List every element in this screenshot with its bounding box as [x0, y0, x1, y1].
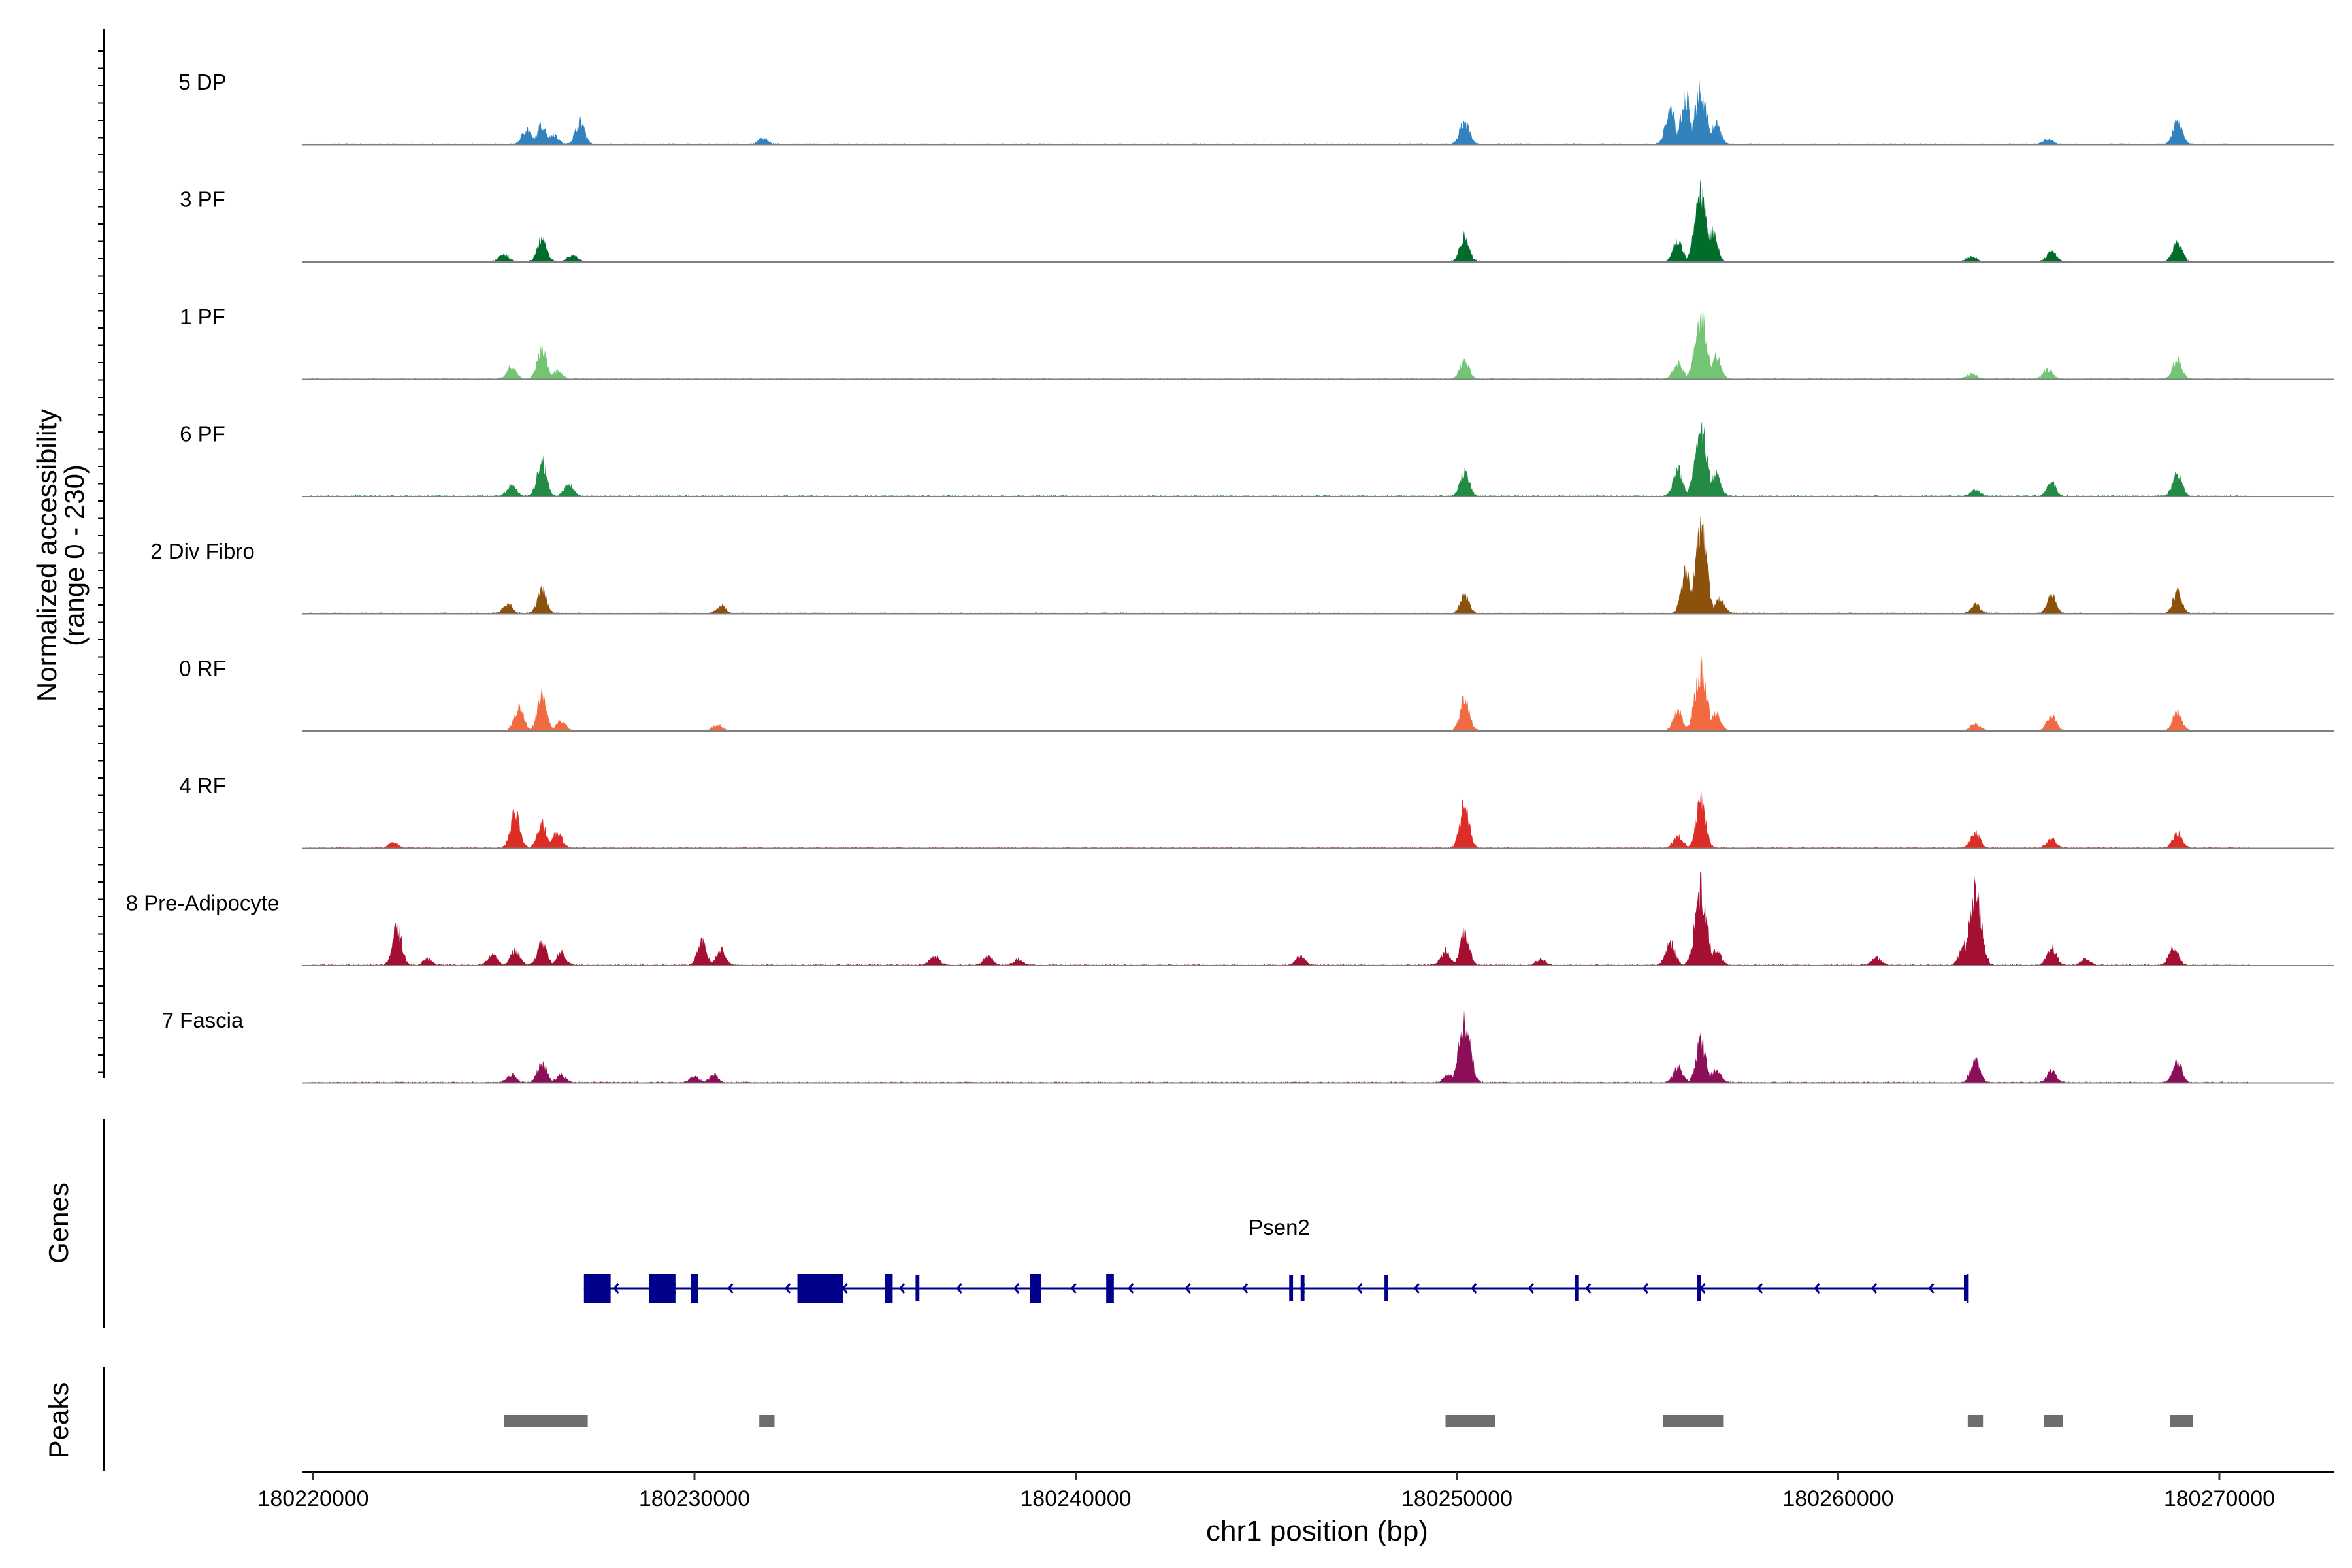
strand-arrow-icon: [785, 1283, 791, 1294]
coverage-area: [309, 791, 2250, 849]
coverage-area: [309, 655, 2250, 731]
coverage-area: [309, 80, 2250, 145]
peak-region: [1445, 1415, 1495, 1427]
strand-arrow-icon: [1413, 1283, 1420, 1294]
track-label: 3 PF: [180, 188, 225, 212]
track-8-pre-adipocyte: 8 Pre-Adipocyte: [126, 872, 2334, 966]
x-axis-title: chr1 position (bp): [1206, 1515, 1428, 1547]
strand-arrow-icon: [1642, 1283, 1649, 1294]
track-label: 1 PF: [180, 304, 225, 329]
track-6-pf: 6 PF: [180, 421, 2334, 497]
x-tick-label: 180240000: [1020, 1486, 1131, 1511]
track-label: 7 Fascia: [162, 1008, 244, 1032]
coverage-area: [309, 178, 2250, 262]
coverage-area: [309, 421, 2250, 497]
x-tick-label: 180220000: [257, 1486, 368, 1511]
peak-region: [1663, 1415, 1724, 1427]
peak-region: [759, 1415, 775, 1427]
track-2-div-fibro: 2 Div Fibro: [150, 513, 2334, 615]
gene-exon: [1964, 1275, 1968, 1301]
x-tick-label: 180230000: [639, 1486, 750, 1511]
strand-arrow-icon: [1585, 1283, 1592, 1294]
x-tick-label: 180250000: [1401, 1486, 1512, 1511]
strand-arrow-icon: [1070, 1283, 1077, 1294]
coverage-area: [309, 872, 2250, 966]
x-tick-label: 180260000: [1782, 1486, 1893, 1511]
coverage-y-ruler: [98, 50, 104, 1073]
gene-exon: [915, 1275, 920, 1301]
strand-arrow-icon: [1184, 1283, 1191, 1294]
strand-arrow-icon: [899, 1283, 906, 1294]
gene-exon: [1030, 1274, 1041, 1303]
coverage-area: [309, 310, 2250, 380]
track-7-fascia: 7 Fascia: [162, 1008, 2334, 1084]
track-label: 2 Div Fibro: [150, 539, 255, 563]
gene-exon: [1384, 1275, 1388, 1301]
gene-exon: [583, 1274, 611, 1303]
strand-arrow-icon: [1928, 1283, 1935, 1294]
track-label: 4 RF: [179, 774, 226, 798]
peak-region: [2044, 1415, 2063, 1427]
gene-label-psen2: Psen2: [1249, 1215, 1310, 1239]
coverage-area: [309, 513, 2250, 614]
strand-arrow-icon: [1128, 1283, 1134, 1294]
strand-arrow-icon: [1527, 1283, 1534, 1294]
track-5-dp: 5 DP: [178, 70, 2334, 146]
track-1-pf: 1 PF: [180, 304, 2334, 380]
strand-arrow-icon: [1871, 1283, 1878, 1294]
strand-arrow-icon: [1013, 1283, 1020, 1294]
peak-regions: [504, 1415, 2193, 1427]
coverage-ylabel: Normalized accessibility: [31, 409, 62, 702]
track-0-rf: 0 RF: [179, 655, 2334, 732]
strand-arrow-icon: [1242, 1283, 1249, 1294]
track-label: 8 Pre-Adipocyte: [126, 891, 280, 915]
gene-model-psen2: [583, 1274, 1969, 1303]
peak-region: [1967, 1415, 1984, 1427]
gene-exon: [1106, 1274, 1114, 1303]
x-axis-ticks: 180220000 180230000 180240000 180250000 1802…: [257, 1472, 2275, 1511]
strand-arrow-icon: [1756, 1283, 1763, 1294]
gene-exon: [1289, 1275, 1294, 1301]
strand-arrow-icon: [1814, 1283, 1820, 1294]
track-4-rf: 4 RF: [179, 774, 2334, 849]
strand-arrow-icon: [1356, 1283, 1363, 1294]
strand-arrow-icon: [1471, 1283, 1477, 1294]
coverage-tracks: 5 DP 3 PF 1 PF 6 PF 2 Div Fibro 0 RF 4 RF 8 Pre…: [126, 70, 2334, 1084]
gene-exon: [691, 1274, 698, 1303]
track-label: 0 RF: [179, 657, 226, 681]
strand-arrow-icon: [1699, 1283, 1706, 1294]
peak-region: [504, 1415, 588, 1427]
track-label: 5 DP: [178, 70, 226, 94]
strand-arrow-icon: [613, 1283, 619, 1294]
gene-exon: [1575, 1275, 1579, 1301]
coverage-area: [309, 1009, 2250, 1083]
peak-region: [2170, 1415, 2193, 1427]
track-label: 6 PF: [180, 422, 225, 446]
gene-exon: [1300, 1275, 1305, 1301]
genes-title: Genes: [43, 1183, 74, 1264]
coverage-ylabel-range: (range 0 - 230): [59, 465, 90, 646]
gene-exon: [885, 1274, 893, 1303]
track-3-pf: 3 PF: [180, 178, 2334, 263]
strand-arrow-icon: [956, 1283, 962, 1294]
gene-exon: [1697, 1275, 1701, 1301]
peaks-title: Peaks: [43, 1382, 74, 1459]
gene-exon: [648, 1274, 676, 1303]
x-tick-label: 180270000: [2164, 1486, 2275, 1511]
gene-exon: [797, 1274, 843, 1303]
strand-arrow-icon: [841, 1283, 848, 1294]
strand-arrow-icon: [727, 1283, 734, 1294]
